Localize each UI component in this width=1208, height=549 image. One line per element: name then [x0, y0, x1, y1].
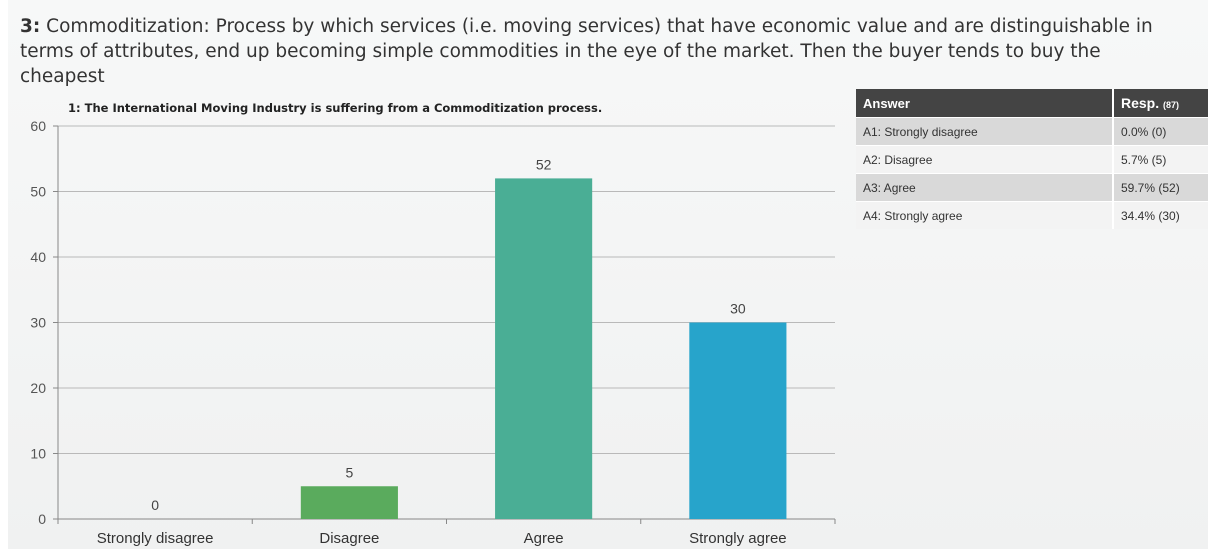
y-tick-label: 60 — [30, 118, 46, 134]
resp-cell: 0.0% (0) — [1112, 117, 1208, 146]
table-row: A4: Strongly agree 34.4% (30) — [856, 201, 1208, 229]
answer-cell: A4: Strongly agree — [856, 201, 1113, 229]
slide: 3: Commoditization: Process by which ser… — [8, 0, 1208, 549]
answer-cell: A1: Strongly disagree — [856, 117, 1113, 146]
bar-agree — [495, 178, 593, 519]
resp-column-header: Resp. (87) — [1112, 89, 1208, 118]
y-tick-label: 10 — [30, 446, 46, 462]
response-table: Answer Resp. (87) A1: Strongly disagree … — [856, 89, 1208, 229]
question-text: Commoditization: Process by which servic… — [20, 16, 1153, 87]
y-tick-label: 40 — [30, 249, 46, 265]
table-row: A2: Disagree 5.7% (5) — [856, 145, 1208, 174]
resp-cell: 34.4% (30) — [1112, 201, 1208, 229]
answer-column-header: Answer — [856, 89, 1113, 118]
chart-title: 1: The International Moving Industry is … — [68, 101, 603, 115]
resp-cell: 59.7% (52) — [1112, 173, 1208, 202]
resp-header-count: (87) — [1163, 100, 1180, 110]
table-row: A3: Agree 59.7% (52) — [856, 173, 1208, 202]
x-category-label: Strongly disagree — [97, 530, 214, 547]
bar-value-label: 5 — [345, 464, 353, 480]
resp-cell: 5.7% (5) — [1112, 145, 1208, 174]
bar-disagree — [300, 486, 398, 519]
answer-cell: A3: Agree — [856, 173, 1113, 202]
bar-strongly-agree — [689, 322, 787, 519]
y-tick-label: 50 — [30, 184, 46, 200]
slide-heading: 3: Commoditization: Process by which ser… — [20, 14, 1190, 89]
question-number: 3: — [20, 16, 41, 37]
x-category-label: Agree — [524, 530, 564, 547]
x-category-label: Disagree — [319, 530, 379, 547]
y-tick-label: 30 — [30, 315, 46, 331]
table-row: A1: Strongly disagree 0.0% (0) — [856, 117, 1208, 146]
bar-value-label: 52 — [536, 156, 552, 172]
resp-header-label: Resp. — [1121, 95, 1160, 111]
x-category-label: Strongly agree — [689, 530, 787, 547]
answer-cell: A2: Disagree — [856, 145, 1113, 174]
bar-value-label: 0 — [151, 497, 159, 513]
y-tick-label: 0 — [38, 511, 46, 527]
bar-chart: 0 10 20 30 40 50 60 0 Strongly disagree 5 Disagree… — [30, 118, 836, 547]
table-header-row: Answer Resp. (87) — [856, 89, 1208, 118]
y-tick-label: 20 — [30, 380, 46, 396]
bar-value-label: 30 — [730, 301, 746, 317]
